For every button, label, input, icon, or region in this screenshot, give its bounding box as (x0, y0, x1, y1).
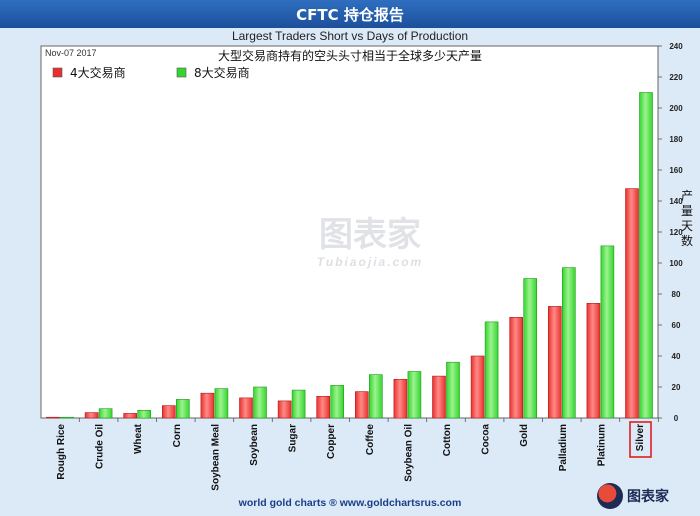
x-tick-label: Rough Rice (56, 424, 67, 480)
bar-corn-s1 (176, 399, 190, 419)
legend-label-4: 4大交易商 (70, 65, 126, 80)
bar-cocoa-s1 (484, 321, 499, 419)
report-title: CFTC 持仓报告 (296, 5, 404, 24)
logo-text: 图表家 (627, 489, 669, 505)
bar-cocoa-s0 (470, 355, 485, 419)
y-axis-label-char: 产 (681, 189, 693, 203)
watermark: 图表家 Tubiaojia.com (317, 215, 423, 269)
x-tick-label: Cotton (442, 424, 453, 456)
bar-crude-oil-s0 (84, 412, 99, 419)
x-tick-label: Wheat (133, 423, 144, 454)
chart-subtitle: Largest Traders Short vs Days of Product… (231, 29, 469, 43)
bar-wheat-s0 (123, 413, 137, 419)
bar-wheat-s1 (137, 409, 151, 419)
watermark-text: 图表家 (319, 215, 421, 255)
y-tick-label: 100 (669, 259, 683, 268)
y-tick-label: 220 (669, 73, 683, 82)
logo-icon (597, 483, 623, 509)
site-logo: 图表家 (597, 481, 697, 511)
bar-rough-rice-s0 (46, 416, 60, 419)
bar-cotton-s1 (446, 361, 460, 419)
y-tick-label: 80 (672, 290, 681, 299)
bar-palladium-s1 (561, 267, 576, 419)
bar-soybean-oil-s0 (393, 378, 408, 419)
x-axis: Rough Rice Crude Oil Wheat Corn Soybean Meal… (56, 418, 659, 491)
legend-swatch-4 (52, 67, 63, 78)
bar-corn-s0 (162, 405, 176, 419)
legend-swatch-8 (176, 67, 187, 78)
legend-label-8: 8大交易商 (194, 65, 250, 80)
y-tick-label: 140 (669, 197, 683, 206)
bar-platinum-s1 (600, 245, 615, 419)
x-tick-label: Palladium (558, 424, 569, 471)
legend: 4大交易商 8大交易商 (52, 65, 250, 80)
x-tick-label: Crude Oil (95, 424, 106, 469)
x-tick-label: Corn (172, 424, 183, 447)
bar-cotton-s0 (432, 375, 446, 419)
bar-soybean-meal-s1 (214, 388, 229, 419)
x-tick-label: Coffee (365, 424, 376, 456)
bar-coffee-s0 (354, 391, 369, 419)
bar-platinum-s0 (586, 302, 601, 419)
y-axis: 0 20 40 60 80 100 120 140 160 180 200 220 240 (658, 42, 683, 423)
bar-soybean-oil-s1 (407, 371, 422, 419)
footer-credit: world gold charts ® www.goldchartsrus.co… (238, 497, 462, 509)
bar-rough-rice-s1 (60, 416, 74, 419)
bars-group (46, 92, 653, 419)
bar-copper-s0 (316, 395, 331, 419)
y-tick-label: 120 (669, 228, 683, 237)
x-tick-label: Soybean (249, 424, 260, 466)
y-tick-label: 240 (669, 42, 683, 51)
x-tick-label: Soybean Oil (403, 424, 414, 482)
bar-copper-s1 (330, 385, 345, 419)
x-tick-label: Cocoa (481, 424, 492, 455)
bar-soybean-s1 (253, 386, 267, 419)
bar-crude-oil-s1 (98, 408, 113, 419)
bar-silver-s0 (625, 188, 639, 419)
y-tick-label: 200 (669, 104, 683, 113)
x-tick-label: Gold (519, 424, 530, 447)
x-tick-label: Soybean Meal (210, 424, 221, 491)
bar-palladium-s0 (547, 306, 562, 419)
x-tick-label: Sugar (288, 424, 299, 452)
y-tick-label: 160 (669, 166, 683, 175)
y-axis-label-char: 量 (681, 204, 693, 218)
chart-date: Nov-07 2017 (45, 48, 97, 58)
y-tick-label: 0 (674, 414, 679, 423)
bar-sugar-s0 (277, 400, 292, 419)
y-axis-label-char: 数 (681, 233, 693, 248)
chart-title-bar: CFTC 持仓报告 (0, 0, 700, 28)
bar-gold-s0 (509, 316, 524, 419)
x-tick-label: Platinum (596, 424, 607, 466)
bar-sugar-s1 (291, 389, 306, 419)
y-tick-label: 40 (672, 352, 681, 361)
chart-inner-title: 大型交易商持有的空头头寸相当于全球多少天产量 (218, 48, 482, 63)
bar-coffee-s1 (368, 374, 383, 419)
y-axis-label-char: 天 (681, 219, 693, 233)
bar-gold-s1 (523, 278, 538, 419)
highlight-box (629, 421, 652, 458)
y-tick-label: 20 (672, 383, 681, 392)
bar-silver-s1 (639, 92, 653, 419)
bar-soybean-s0 (239, 397, 253, 419)
y-tick-label: 180 (669, 135, 683, 144)
x-tick-label: Copper (326, 424, 337, 459)
watermark-subtext: Tubiaojia.com (317, 255, 423, 269)
x-tick-label: Silver (635, 424, 646, 451)
y-tick-label: 60 (672, 321, 681, 330)
bar-soybean-meal-s0 (200, 392, 215, 419)
